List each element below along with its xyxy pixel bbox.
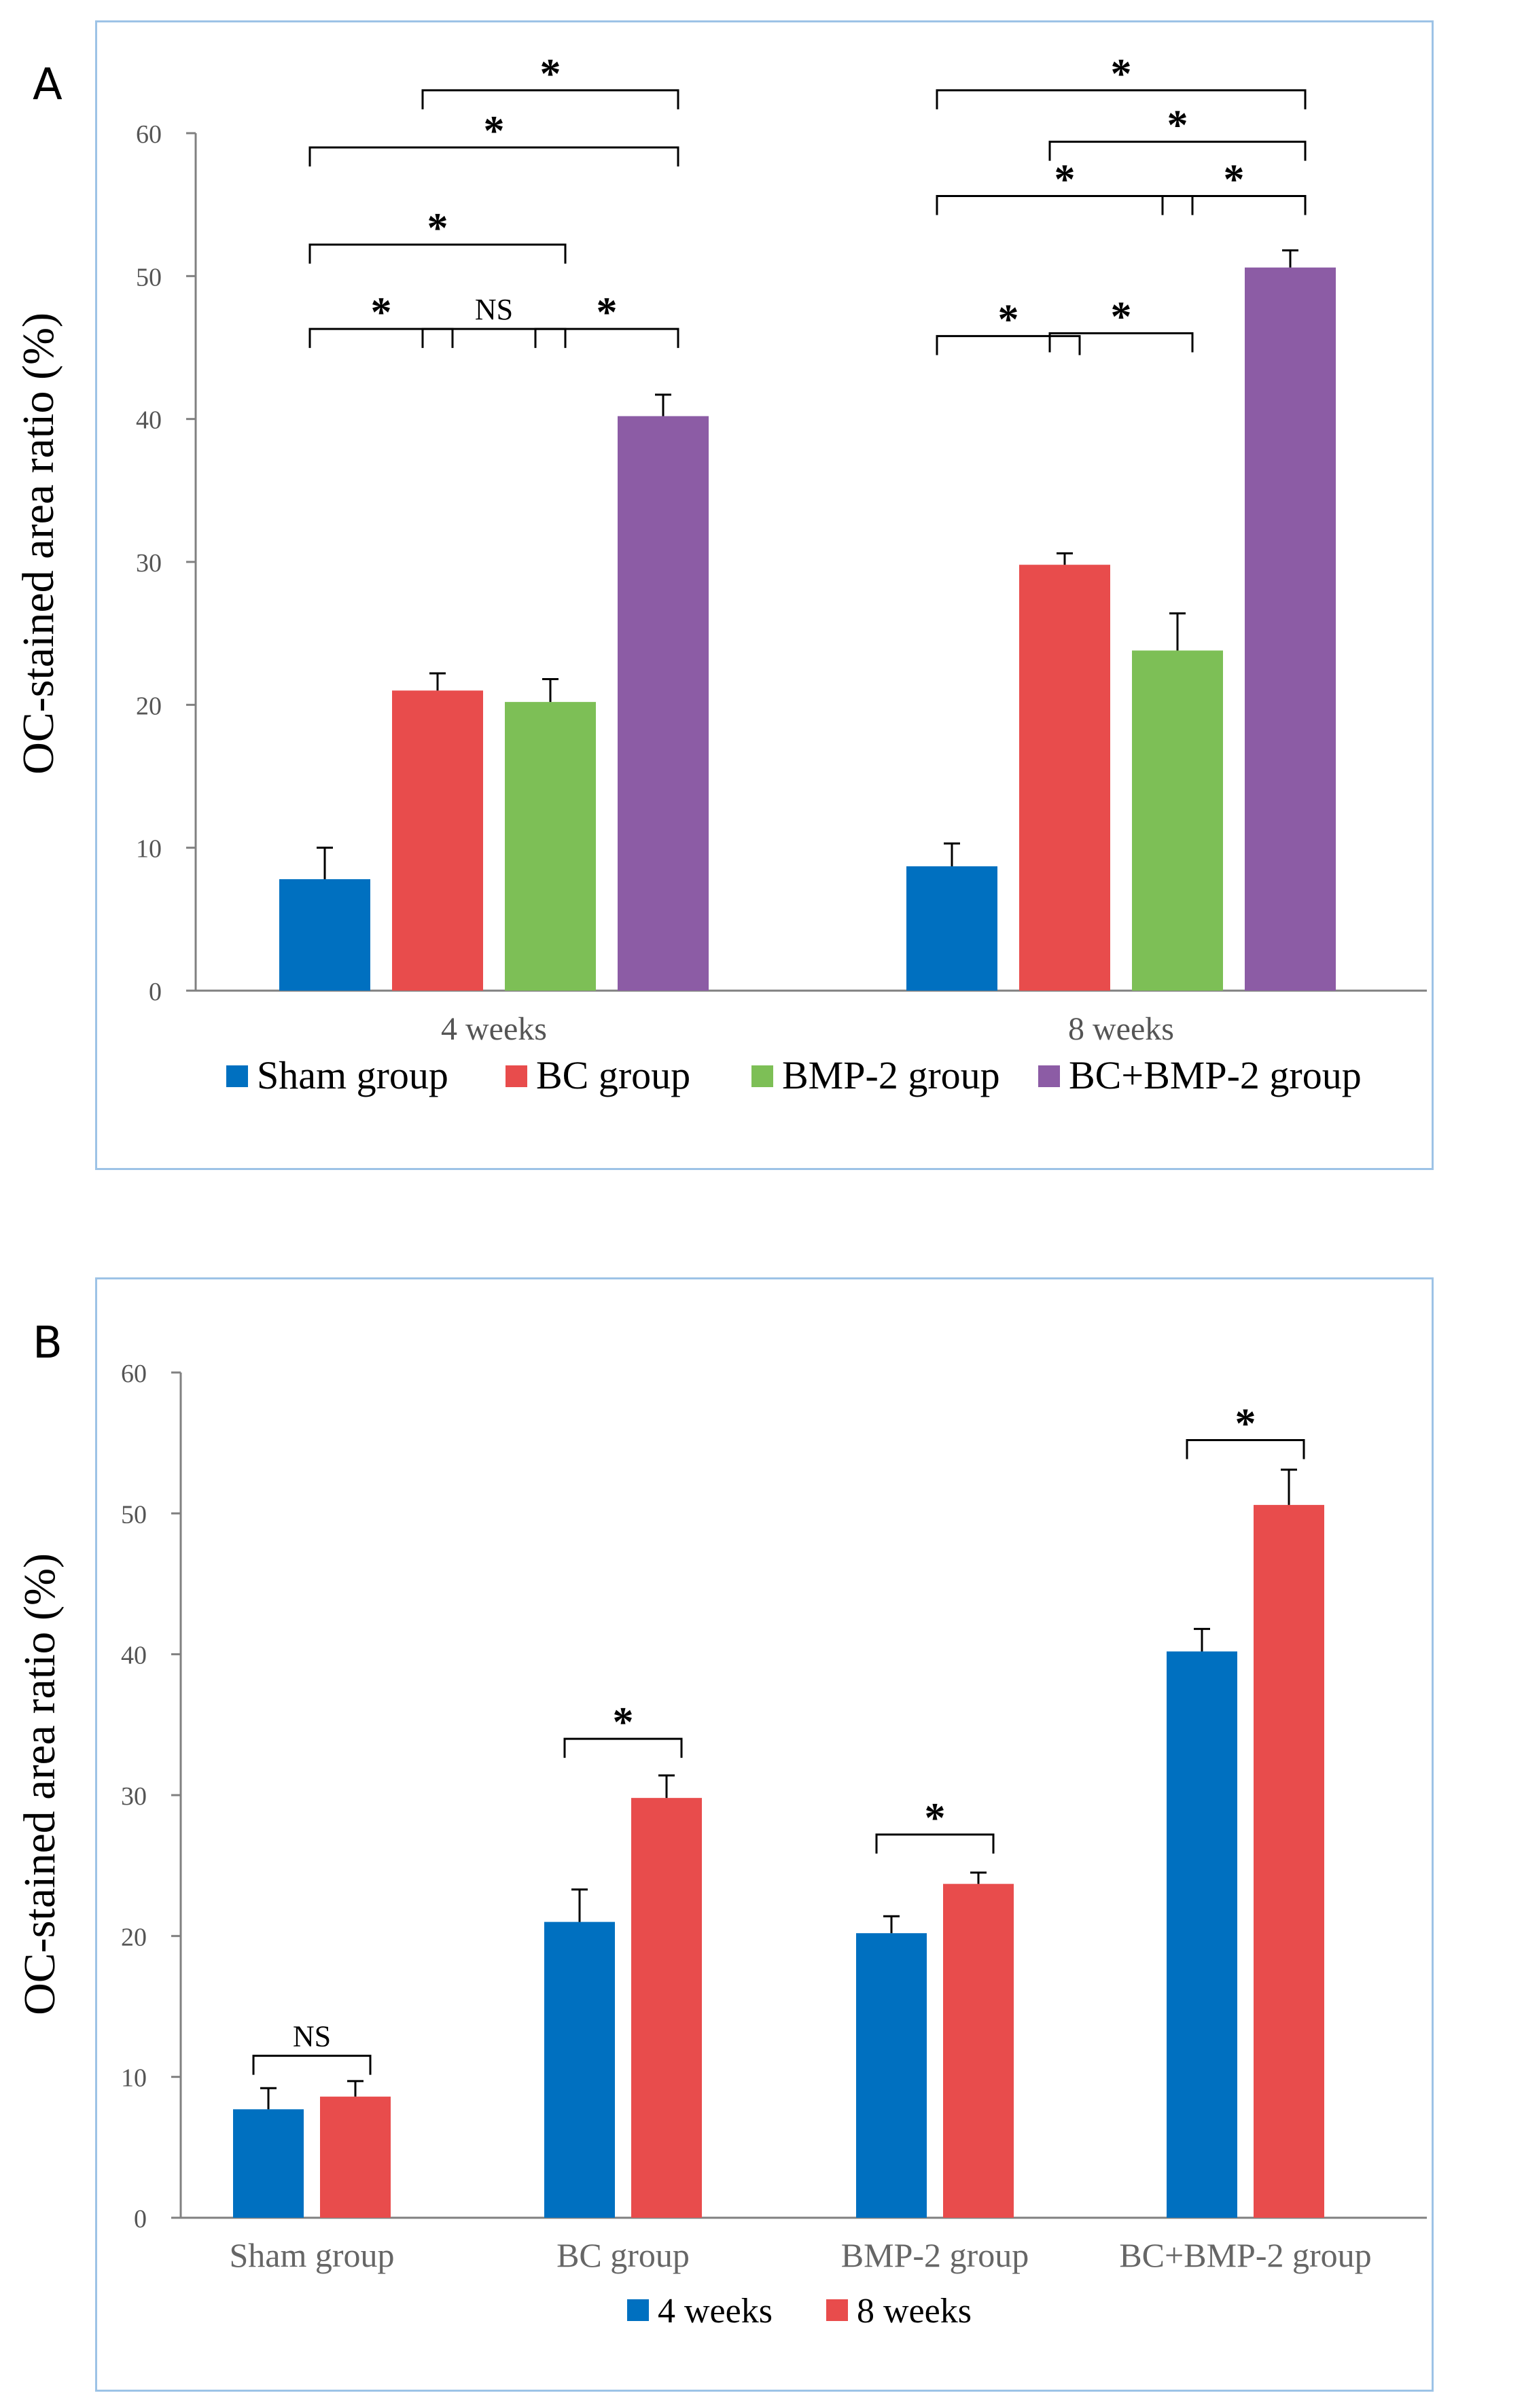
significance-bracket (308, 243, 567, 264)
y-tick-label: 10 (136, 835, 162, 864)
y-axis-title: OC-stained area ratio (%) (14, 313, 63, 775)
significance-label: * (1055, 157, 1076, 203)
y-tick-label: 50 (121, 1500, 147, 1529)
legend-label: 4 weeks (658, 2292, 773, 2331)
x-category-label: BC group (556, 2236, 690, 2274)
significance-label: * (1111, 294, 1132, 340)
legend-label: BMP-2 group (782, 1053, 1000, 1097)
bar (1132, 650, 1223, 991)
significance-bracket (1048, 141, 1307, 161)
y-tick-label: 50 (136, 263, 162, 291)
legend-label: Sham group (257, 1053, 448, 1097)
significance-label: * (371, 289, 392, 336)
significance-bracket (875, 1833, 995, 1854)
significance-label: * (427, 205, 448, 251)
bar (1167, 1651, 1237, 2218)
bar (392, 690, 483, 991)
x-category-label: 8 weeks (1068, 1011, 1174, 1047)
significance-label: * (925, 1795, 946, 1841)
significance-bracket (1161, 195, 1307, 215)
x-category-label: 4 weeks (441, 1011, 547, 1047)
bar (631, 1798, 702, 2218)
legend-swatch (627, 2299, 649, 2321)
significance-label: * (613, 1699, 634, 1746)
significance-bracket (421, 89, 679, 109)
significance-bracket (936, 335, 1081, 355)
bar (943, 1883, 1014, 2218)
bar (1019, 565, 1110, 991)
y-tick-label: 40 (136, 406, 162, 435)
y-tick-label: 20 (121, 1923, 147, 1951)
bar (320, 2096, 391, 2218)
significance-label: * (1235, 1401, 1256, 1447)
significance-label: * (597, 289, 618, 336)
y-tick-label: 30 (136, 549, 162, 578)
chart-a: 0 10 20 30 40 50 60 OC-stained area ratio (%) 4 … (14, 51, 1427, 1097)
legend-label: BC group (536, 1053, 690, 1097)
bar (505, 702, 596, 991)
bar (856, 1933, 927, 2218)
y-tick-label: 30 (121, 1782, 147, 1811)
y-tick-label: 60 (121, 1360, 147, 1388)
significance-bracket (936, 89, 1307, 109)
significance-bracket (936, 195, 1194, 215)
significance-bracket (1048, 332, 1194, 353)
x-category-label: Sham group (229, 2236, 394, 2274)
legend-label: BC+BMP-2 group (1069, 1053, 1362, 1097)
bar (618, 416, 709, 991)
y-tick-label: 60 (136, 120, 162, 149)
y-tick-label: 10 (121, 2064, 147, 2093)
significance-label: * (998, 297, 1019, 343)
x-category-label: BC+BMP-2 group (1119, 2236, 1371, 2274)
legend-label: 8 weeks (857, 2292, 972, 2331)
bar (1245, 267, 1336, 991)
legend-swatch (826, 2299, 848, 2321)
bar (544, 1922, 615, 2218)
significance-bracket (308, 327, 454, 349)
panel-label-a: A (33, 60, 63, 110)
significance-label: * (484, 108, 505, 154)
significance-label: * (1167, 103, 1188, 149)
significance-bracket (421, 327, 567, 349)
bar (279, 879, 370, 991)
significance-label: NS (475, 293, 513, 326)
significance-bracket (534, 327, 679, 349)
bar (233, 2109, 304, 2218)
legend-swatch (751, 1065, 773, 1087)
significance-label: NS (293, 2020, 331, 2053)
bar (906, 866, 997, 991)
significance-bracket (308, 146, 679, 167)
significance-bracket (563, 1737, 683, 1758)
legend-swatch (506, 1065, 527, 1087)
legend-swatch (226, 1065, 248, 1087)
panel-label-b: B (33, 1318, 63, 1368)
y-tick-label: 0 (149, 978, 162, 1006)
legend-swatch (1038, 1065, 1060, 1087)
y-tick-label: 20 (136, 692, 162, 720)
significance-bracket (252, 2055, 372, 2075)
significance-label: * (1224, 157, 1245, 203)
significance-bracket (1186, 1439, 1305, 1459)
significance-label: * (1111, 51, 1132, 97)
y-tick-label: 40 (121, 1642, 147, 1670)
significance-label: * (540, 51, 561, 97)
y-tick-label: 0 (134, 2205, 147, 2233)
y-axis-title: OC-stained area ratio (%) (15, 1553, 65, 2015)
x-category-label: BMP-2 group (841, 2236, 1029, 2274)
bar (1254, 1504, 1324, 2218)
